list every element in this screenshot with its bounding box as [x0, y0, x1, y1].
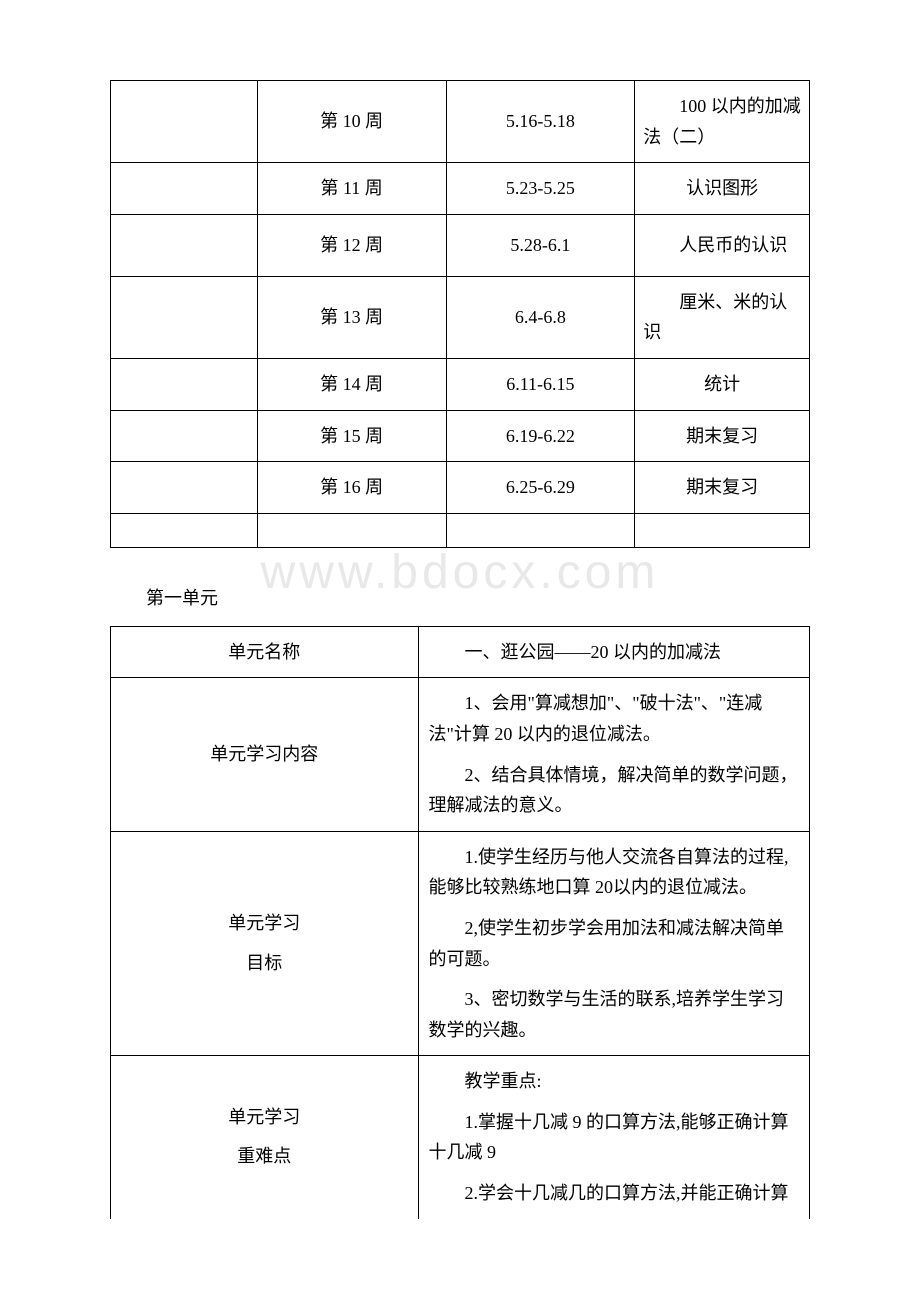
table-row: 单元学习 重难点 教学重点: 1.掌握十几减 9 的口算方法,能够正确计算十几减…: [111, 1056, 810, 1219]
schedule-week: 第 13 周: [257, 276, 446, 358]
unit-keypoints-label: 单元学习 重难点: [111, 1056, 419, 1219]
table-row: 第 13 周 6.4-6.8 厘米、米的认识: [111, 276, 810, 358]
schedule-col1: [111, 513, 258, 547]
section-heading: 第一单元: [146, 584, 810, 610]
schedule-table: 第 10 周 5.16-5.18 100 以内的加减法（二） 第 11 周 5.…: [110, 80, 810, 548]
schedule-dates: 6.25-6.29: [446, 462, 635, 514]
unit-goals-value: 1.使学生经历与他人交流各自算法的过程,能够比较熟练地口算 20以内的退位减法。…: [418, 831, 809, 1056]
unit-goals-label: 单元学习 目标: [111, 831, 419, 1056]
unit-name-label: 单元名称: [111, 626, 419, 678]
schedule-col1: [111, 462, 258, 514]
schedule-week: 第 12 周: [257, 214, 446, 276]
schedule-week: [257, 513, 446, 547]
table-row: 单元学习 目标 1.使学生经历与他人交流各自算法的过程,能够比较熟练地口算 20…: [111, 831, 810, 1056]
table-row: 单元学习内容 1、会用"算减想加"、"破十法"、"连减法"计算 20 以内的退位…: [111, 678, 810, 831]
unit-content-label: 单元学习内容: [111, 678, 419, 831]
table-row: 第 11 周 5.23-5.25 认识图形: [111, 163, 810, 215]
schedule-col1: [111, 276, 258, 358]
schedule-topic: 认识图形: [635, 163, 810, 215]
schedule-topic: 期末复习: [635, 410, 810, 462]
unit-keypoints-value: 教学重点: 1.掌握十几减 9 的口算方法,能够正确计算十几减 9 2.学会十几…: [418, 1056, 809, 1219]
schedule-dates: 5.23-5.25: [446, 163, 635, 215]
unit-table: 单元名称 一、逛公园——20 以内的加减法 单元学习内容 1、会用"算减想加"、…: [110, 626, 810, 1219]
schedule-dates: 5.28-6.1: [446, 214, 635, 276]
schedule-week: 第 16 周: [257, 462, 446, 514]
schedule-week: 第 15 周: [257, 410, 446, 462]
schedule-col1: [111, 214, 258, 276]
table-row: 第 16 周 6.25-6.29 期末复习: [111, 462, 810, 514]
schedule-col1: [111, 358, 258, 410]
table-row: 第 15 周 6.19-6.22 期末复习: [111, 410, 810, 462]
unit-name-value: 一、逛公园——20 以内的加减法: [418, 626, 809, 678]
table-row: 单元名称 一、逛公园——20 以内的加减法: [111, 626, 810, 678]
schedule-col1: [111, 410, 258, 462]
schedule-dates: 6.4-6.8: [446, 276, 635, 358]
schedule-topic: 人民币的认识: [635, 214, 810, 276]
unit-content-value: 1、会用"算减想加"、"破十法"、"连减法"计算 20 以内的退位减法。 2、结…: [418, 678, 809, 831]
schedule-col1: [111, 81, 258, 163]
schedule-dates: 6.11-6.15: [446, 358, 635, 410]
schedule-col1: [111, 163, 258, 215]
table-row: 第 14 周 6.11-6.15 统计: [111, 358, 810, 410]
schedule-dates: [446, 513, 635, 547]
schedule-week: 第 11 周: [257, 163, 446, 215]
schedule-topic: 期末复习: [635, 462, 810, 514]
schedule-topic: 100 以内的加减法（二）: [635, 81, 810, 163]
schedule-week: 第 10 周: [257, 81, 446, 163]
schedule-topic: [635, 513, 810, 547]
schedule-topic: 厘米、米的认识: [635, 276, 810, 358]
table-row: 第 12 周 5.28-6.1 人民币的认识: [111, 214, 810, 276]
schedule-topic: 统计: [635, 358, 810, 410]
schedule-dates: 5.16-5.18: [446, 81, 635, 163]
schedule-dates: 6.19-6.22: [446, 410, 635, 462]
page-content: 第 10 周 5.16-5.18 100 以内的加减法（二） 第 11 周 5.…: [110, 80, 810, 1219]
table-row: 第 10 周 5.16-5.18 100 以内的加减法（二）: [111, 81, 810, 163]
table-row: [111, 513, 810, 547]
schedule-week: 第 14 周: [257, 358, 446, 410]
